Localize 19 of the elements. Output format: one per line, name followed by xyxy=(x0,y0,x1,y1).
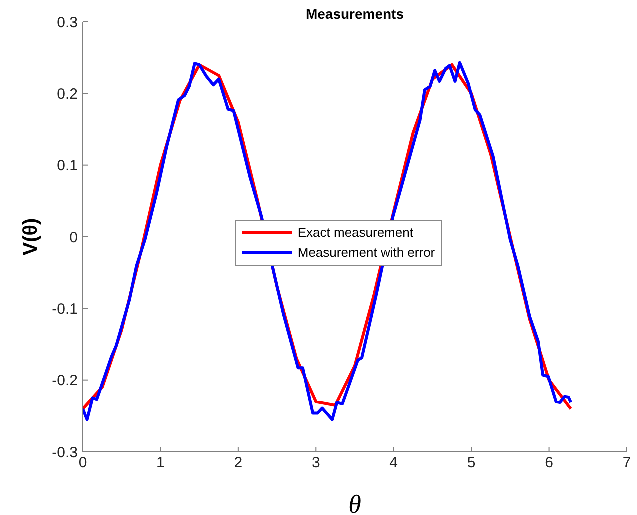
y-axis-title: V(θ) xyxy=(20,218,42,256)
x-tick-label: 5 xyxy=(467,454,476,472)
y-tick-label: 0 xyxy=(70,229,78,246)
x-axis-title: θ xyxy=(348,490,362,515)
y-tick-label: 0.3 xyxy=(57,14,78,32)
x-tick-label: 1 xyxy=(156,454,165,472)
x-tick-label: 6 xyxy=(545,454,554,472)
x-tick-label: 2 xyxy=(234,454,243,472)
chart-title: Measurements xyxy=(304,6,406,22)
y-tick-label: -0.3 xyxy=(52,444,78,462)
x-tick-label: 7 xyxy=(622,454,632,472)
x-tick-label: 3 xyxy=(312,454,320,472)
legend-label: Measurement with error xyxy=(298,245,436,260)
legend-label: Exact measurement xyxy=(298,225,414,240)
y-tick-label: 0.1 xyxy=(57,158,78,175)
y-tick-label: -0.1 xyxy=(52,300,78,318)
x-tick-label: 4 xyxy=(390,454,398,472)
y-tick-label: 0.2 xyxy=(57,86,78,103)
y-tick-label: -0.2 xyxy=(52,372,78,390)
